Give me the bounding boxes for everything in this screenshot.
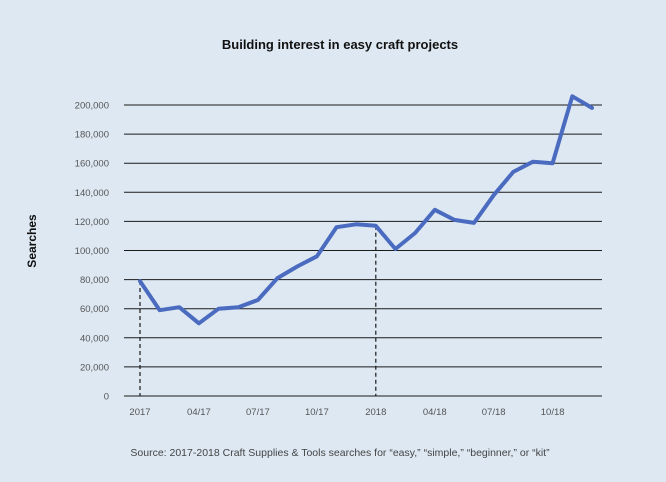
y-tick-label: 180,000 [75, 130, 109, 141]
y-tick-label: 120,000 [75, 217, 109, 228]
y-tick-label: 80,000 [80, 275, 109, 286]
source-note: Source: 2017-2018 Craft Supplies & Tools… [130, 447, 550, 459]
x-tick-label: 10/18 [541, 407, 565, 418]
chart-title: Building interest in easy craft projects [222, 37, 458, 52]
y-axis-ticks: 0 20,000 40,000 60,000 80,000 100,000 120,000 1… [75, 101, 109, 403]
x-tick-label: 2018 [365, 407, 386, 418]
y-tick-label: 40,000 [80, 333, 109, 344]
y-tick-label: 100,000 [75, 246, 109, 257]
y-tick-label: 160,000 [75, 159, 109, 170]
x-axis-ticks: 2017 04/17 07/17 10/17 2018 04/18 07/18 10/18 [129, 407, 564, 418]
series-lines [138, 94, 594, 326]
gridlines [124, 104, 602, 397]
x-tick-label: 2017 [129, 407, 150, 418]
y-axis-label: Searches [25, 214, 39, 268]
x-tick-label: 07/17 [246, 407, 270, 418]
y-tick-label: 60,000 [80, 304, 109, 315]
x-tick-label: 10/17 [305, 407, 329, 418]
y-tick-label: 140,000 [75, 188, 109, 199]
y-tick-label: 0 [104, 392, 109, 403]
annotations [139, 225, 377, 396]
x-tick-label: 04/17 [187, 407, 211, 418]
x-tick-label: 07/18 [482, 407, 506, 418]
y-tick-label: 20,000 [80, 362, 109, 373]
x-tick-label: 04/18 [423, 407, 447, 418]
y-tick-label: 200,000 [75, 101, 109, 112]
series-line [138, 94, 594, 326]
